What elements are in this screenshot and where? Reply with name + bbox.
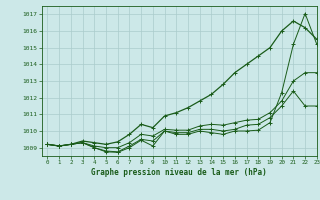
X-axis label: Graphe pression niveau de la mer (hPa): Graphe pression niveau de la mer (hPa) bbox=[91, 168, 267, 177]
